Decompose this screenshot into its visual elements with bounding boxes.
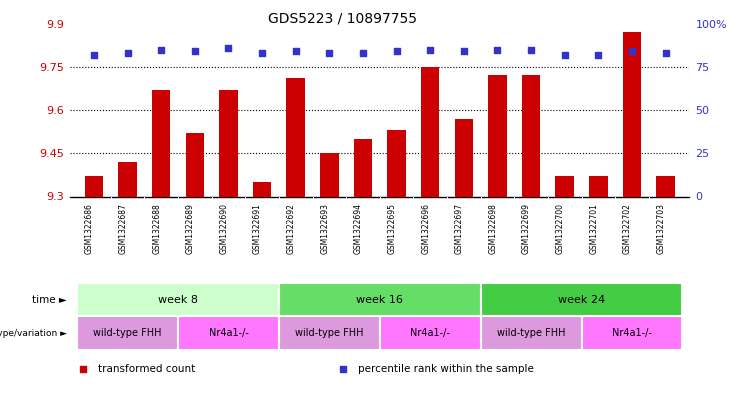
Bar bbox=[380, 316, 481, 350]
Text: Nr4a1-/-: Nr4a1-/- bbox=[208, 328, 248, 338]
Text: Nr4a1-/-: Nr4a1-/- bbox=[612, 328, 652, 338]
Bar bbox=[119, 162, 137, 196]
Text: GSM1322697: GSM1322697 bbox=[455, 204, 464, 254]
Bar bbox=[481, 316, 582, 350]
Bar bbox=[622, 32, 641, 196]
Text: GSM1322687: GSM1322687 bbox=[119, 204, 127, 254]
Point bbox=[156, 46, 167, 53]
Bar bbox=[488, 75, 507, 196]
Text: GSM1322703: GSM1322703 bbox=[657, 204, 665, 254]
Bar bbox=[279, 283, 481, 316]
Bar bbox=[589, 176, 608, 196]
Text: transformed count: transformed count bbox=[99, 364, 196, 375]
Bar bbox=[185, 133, 204, 196]
Point bbox=[559, 51, 571, 58]
Text: GSM1322695: GSM1322695 bbox=[388, 204, 396, 254]
Text: GSM1322701: GSM1322701 bbox=[589, 204, 598, 254]
Bar bbox=[522, 75, 540, 196]
Text: GSM1322700: GSM1322700 bbox=[556, 204, 565, 254]
Text: GSM1322694: GSM1322694 bbox=[354, 204, 363, 254]
Text: week 24: week 24 bbox=[558, 295, 605, 305]
Bar bbox=[481, 283, 682, 316]
Text: GSM1322688: GSM1322688 bbox=[152, 204, 162, 254]
Point bbox=[626, 48, 638, 54]
Text: GSM1322691: GSM1322691 bbox=[253, 204, 262, 254]
Bar bbox=[77, 283, 279, 316]
Text: GSM1322689: GSM1322689 bbox=[186, 204, 195, 254]
Text: percentile rank within the sample: percentile rank within the sample bbox=[358, 364, 534, 375]
Bar bbox=[388, 130, 406, 196]
Bar bbox=[77, 316, 178, 350]
Text: GSM1322696: GSM1322696 bbox=[421, 204, 431, 254]
Text: week 16: week 16 bbox=[356, 295, 403, 305]
Point bbox=[458, 48, 470, 54]
Point bbox=[290, 48, 302, 54]
Bar bbox=[84, 176, 103, 196]
Text: week 8: week 8 bbox=[158, 295, 198, 305]
Bar bbox=[152, 90, 170, 196]
Bar bbox=[279, 316, 380, 350]
Bar bbox=[582, 316, 682, 350]
Bar bbox=[253, 182, 271, 196]
Bar bbox=[556, 176, 574, 196]
Text: GSM1322693: GSM1322693 bbox=[320, 204, 329, 254]
Text: Nr4a1-/-: Nr4a1-/- bbox=[411, 328, 450, 338]
Point bbox=[323, 50, 335, 56]
Point bbox=[88, 51, 100, 58]
Text: GSM1322698: GSM1322698 bbox=[488, 204, 497, 254]
Point bbox=[122, 50, 133, 56]
Point bbox=[222, 45, 234, 51]
Point bbox=[525, 46, 537, 53]
Text: GSM1322690: GSM1322690 bbox=[219, 204, 228, 254]
Bar bbox=[287, 78, 305, 196]
Point bbox=[659, 50, 671, 56]
Text: wild-type FHH: wild-type FHH bbox=[93, 328, 162, 338]
Text: wild-type FHH: wild-type FHH bbox=[295, 328, 364, 338]
Text: GDS5223 / 10897755: GDS5223 / 10897755 bbox=[268, 12, 417, 26]
Point bbox=[486, 187, 498, 194]
Bar bbox=[454, 119, 473, 196]
Point bbox=[592, 51, 604, 58]
Bar bbox=[421, 67, 439, 196]
Point bbox=[425, 46, 436, 53]
Bar bbox=[219, 90, 238, 196]
Point bbox=[189, 48, 201, 54]
Text: wild-type FHH: wild-type FHH bbox=[496, 328, 565, 338]
Bar bbox=[353, 139, 372, 196]
Point bbox=[491, 46, 503, 53]
Point bbox=[391, 48, 402, 54]
Point bbox=[256, 50, 268, 56]
Text: GSM1322699: GSM1322699 bbox=[522, 204, 531, 254]
Bar bbox=[178, 316, 279, 350]
Text: time ►: time ► bbox=[32, 295, 67, 305]
Text: GSM1322692: GSM1322692 bbox=[287, 204, 296, 254]
Text: GSM1322686: GSM1322686 bbox=[85, 204, 94, 254]
Bar bbox=[657, 176, 675, 196]
Text: genotype/variation ►: genotype/variation ► bbox=[0, 329, 67, 338]
Point bbox=[357, 50, 369, 56]
Bar bbox=[320, 153, 339, 196]
Text: GSM1322702: GSM1322702 bbox=[623, 204, 632, 254]
